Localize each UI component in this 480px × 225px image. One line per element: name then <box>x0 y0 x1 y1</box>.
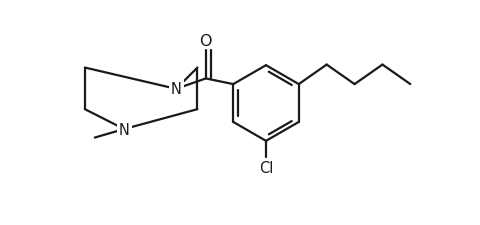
Text: N: N <box>119 122 130 137</box>
Text: O: O <box>200 34 212 49</box>
Text: N: N <box>171 82 181 97</box>
Text: Cl: Cl <box>259 161 273 176</box>
